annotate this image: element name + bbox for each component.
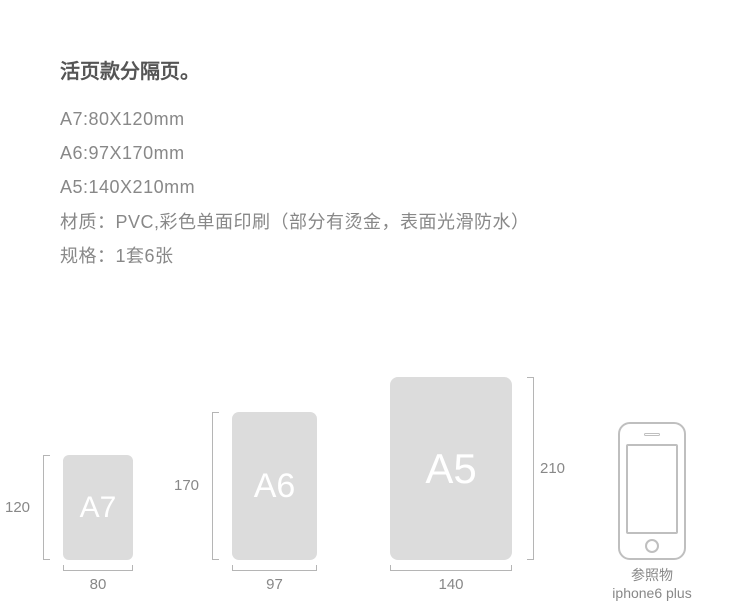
height-bracket-a7 — [43, 455, 44, 560]
reference-label: 参照物iphone6 plus — [602, 566, 702, 602]
phone-speaker — [644, 433, 660, 436]
width-bracket-a5 — [390, 570, 512, 571]
height-label-a5: 210 — [540, 460, 565, 477]
width-label-a7: 80 — [63, 576, 133, 593]
size-card-a6: A6 — [232, 412, 317, 560]
phone-screen — [626, 444, 678, 534]
size-card-a7: A7 — [63, 455, 133, 560]
spec-a5: A5:140X210mm — [60, 170, 750, 204]
phone-icon — [618, 422, 686, 560]
height-label-a7: 120 — [5, 499, 30, 516]
size-card-a5: A5 — [390, 377, 512, 560]
size-diagram: A7 120 80 A6 170 97 A5 210 140 参照物iphone6 plus — [0, 330, 750, 600]
width-bracket-a7 — [63, 570, 133, 571]
height-bracket-a6 — [212, 412, 213, 560]
spec-a7: A7:80X120mm — [60, 102, 750, 136]
spec-material: 材质：PVC,彩色单面印刷（部分有烫金，表面光滑防水） — [60, 205, 750, 239]
width-label-a6: 97 — [232, 576, 317, 593]
phone-home-button — [645, 539, 659, 553]
spec-text-block: 活页款分隔页。 A7:80X120mm A6:97X170mm A5:140X2… — [0, 0, 750, 273]
title: 活页款分隔页。 — [60, 55, 750, 84]
reference-phone — [618, 422, 686, 560]
width-bracket-a6 — [232, 570, 317, 571]
spec-package: 规格：1套6张 — [60, 239, 750, 273]
spec-a6: A6:97X170mm — [60, 136, 750, 170]
height-bracket-a5 — [528, 377, 534, 560]
width-label-a5: 140 — [390, 576, 512, 593]
height-label-a6: 170 — [174, 477, 199, 494]
